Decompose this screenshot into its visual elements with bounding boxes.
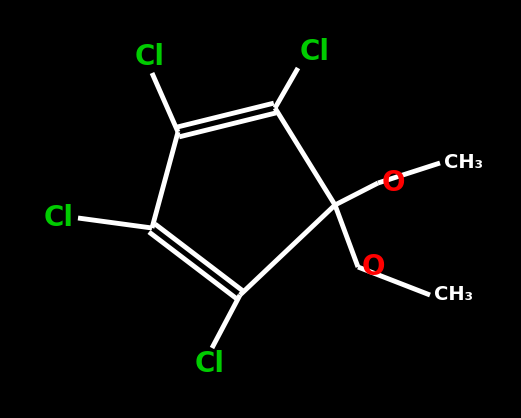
- Text: O: O: [362, 253, 386, 281]
- Text: Cl: Cl: [44, 204, 74, 232]
- Text: Cl: Cl: [195, 350, 225, 378]
- Text: CH₃: CH₃: [434, 285, 473, 304]
- Text: O: O: [382, 169, 405, 197]
- Text: Cl: Cl: [135, 43, 165, 71]
- Text: Cl: Cl: [300, 38, 330, 66]
- Text: CH₃: CH₃: [444, 153, 483, 173]
